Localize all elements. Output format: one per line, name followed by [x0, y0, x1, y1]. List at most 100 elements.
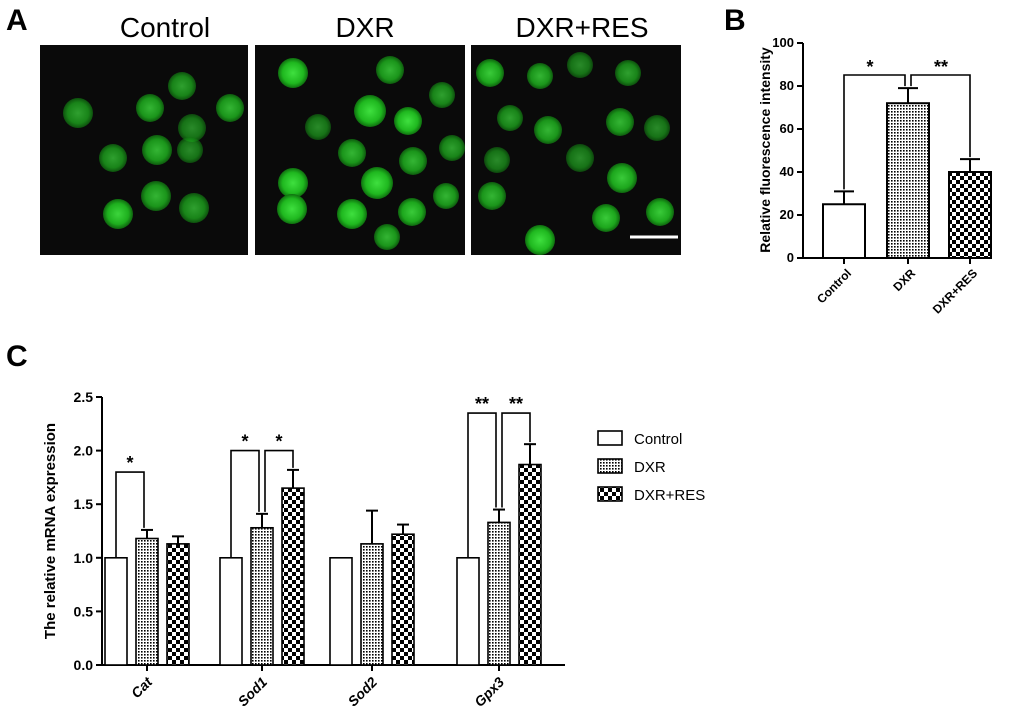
- panel-c-label: C: [6, 340, 28, 373]
- fluorescent-cell: [398, 198, 426, 226]
- fluorescent-cell: [179, 193, 209, 223]
- fluorescent-cell: [141, 181, 171, 211]
- fluorescent-cell: [567, 52, 593, 78]
- micrograph-dxr-res: [471, 45, 681, 255]
- micrograph-dxr-image: [277, 56, 465, 250]
- fluorescent-cell: [305, 114, 331, 140]
- fluorescent-cell: [566, 144, 594, 172]
- micrograph-control: [40, 45, 248, 255]
- fluorescent-cell: [606, 108, 634, 136]
- bar: [219, 556, 243, 666]
- significance-label: **: [509, 394, 523, 414]
- fluorescent-cell: [178, 114, 206, 142]
- significance-label: *: [866, 57, 873, 77]
- micrograph-title-control: Control: [119, 12, 211, 43]
- significance-bracket: [501, 412, 531, 508]
- y-axis-label: The relative mRNA expression: [42, 423, 59, 639]
- y-tick-label: 20: [780, 207, 794, 222]
- fluorescent-cell: [277, 194, 307, 224]
- fluorescent-cell: [615, 60, 641, 86]
- panel-a-label: A: [6, 4, 28, 37]
- x-tick-label: Cat: [128, 673, 156, 701]
- significance-bracket: [115, 471, 145, 558]
- x-tick-label: Sod1: [235, 674, 271, 710]
- fluorescent-cell: [478, 182, 506, 210]
- y-tick-label: 40: [780, 164, 794, 179]
- fluorescent-cell: [278, 168, 308, 198]
- fluorescent-cell: [374, 224, 400, 250]
- significance-label: *: [275, 432, 282, 452]
- fluorescent-cell: [168, 72, 196, 100]
- significance-label: **: [934, 57, 948, 77]
- bar: [135, 537, 159, 666]
- y-tick-label: 2.5: [74, 389, 94, 405]
- x-tick-label: Sod2: [345, 674, 381, 710]
- fluorescent-cell: [99, 144, 127, 172]
- fluorescent-cell: [354, 95, 386, 127]
- y-tick-label: 1.0: [74, 550, 94, 566]
- y-tick-label: 100: [772, 35, 794, 50]
- significance-bracket: [230, 449, 260, 558]
- bar: [456, 556, 480, 666]
- fluorescent-cell: [399, 147, 427, 175]
- micrograph-dxr: [255, 45, 465, 255]
- fluorescent-cell: [142, 135, 172, 165]
- fluorescent-cell: [103, 199, 133, 229]
- micrograph-dxr-res-image: [476, 52, 678, 255]
- bar: [250, 526, 274, 666]
- fluorescent-cell: [136, 94, 164, 122]
- fluorescent-cell: [534, 116, 562, 144]
- fluorescent-cell: [646, 198, 674, 226]
- significance-label: *: [126, 453, 133, 473]
- fluorescent-cell: [63, 98, 93, 128]
- fluorescent-cell: [476, 59, 504, 87]
- y-axis-label: Relative fluorescence intensity: [757, 47, 773, 253]
- significance-label: **: [475, 394, 489, 414]
- bar: [281, 487, 305, 666]
- y-tick-label: 60: [780, 121, 794, 136]
- legend-swatch: [597, 430, 623, 446]
- legend-label: DXR+RES: [634, 487, 705, 504]
- fluorescent-cell: [394, 107, 422, 135]
- y-tick-label: 0: [787, 250, 794, 265]
- fluorescent-cell: [644, 115, 670, 141]
- fluorescent-cell: [592, 204, 620, 232]
- significance-bracket: [910, 74, 971, 158]
- bar: [104, 556, 128, 666]
- significance-bracket: [467, 412, 497, 558]
- bar: [822, 203, 866, 259]
- fluorescent-cell: [439, 135, 465, 161]
- fluorescent-cell: [607, 163, 637, 193]
- fluorescent-cell: [278, 58, 308, 88]
- bar: [391, 533, 415, 666]
- fluorescent-cell: [338, 139, 366, 167]
- panel-b-label: B: [724, 4, 746, 37]
- y-tick-label: 2.0: [74, 443, 94, 459]
- fluorescent-cell: [484, 147, 510, 173]
- bar: [166, 543, 190, 666]
- fluorescent-cell: [429, 82, 455, 108]
- y-tick-label: 80: [780, 78, 794, 93]
- fluorescent-cell: [497, 105, 523, 131]
- significance-bracket: [264, 449, 294, 512]
- legend-label: Control: [634, 431, 682, 448]
- legend-label: DXR: [634, 459, 666, 476]
- x-tick-label: Gpx3: [471, 674, 507, 710]
- legend-swatch: [597, 458, 623, 474]
- legend-swatch: [597, 486, 623, 502]
- fluorescent-cell: [376, 56, 404, 84]
- y-tick-label: 1.5: [74, 496, 94, 512]
- fluorescent-cell: [525, 225, 555, 255]
- fluorescent-cell: [177, 137, 203, 163]
- bar: [329, 556, 353, 666]
- bar: [360, 543, 384, 666]
- micrograph-control-image: [63, 72, 244, 229]
- y-tick-label: 0.5: [74, 603, 94, 619]
- significance-label: *: [241, 432, 248, 452]
- bar: [518, 463, 542, 666]
- bar: [487, 521, 511, 666]
- fluorescent-cell: [527, 63, 553, 89]
- significance-bracket: [843, 74, 906, 190]
